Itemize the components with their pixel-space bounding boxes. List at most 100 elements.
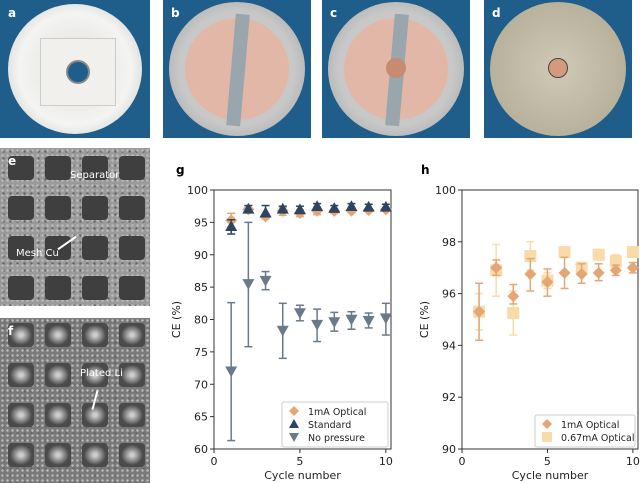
mesh-cell [119,196,145,220]
legend-marker [289,406,299,416]
legend-marker [289,433,299,442]
data-point [524,268,537,281]
data-point [242,202,255,214]
data-point [311,319,324,331]
data-point [225,220,238,232]
mesh-cell [82,196,108,220]
y-tick-label: 60 [194,443,208,456]
legend-box [281,401,389,448]
y-tick-label: 90 [442,443,456,456]
mesh-cell [119,403,145,427]
viewing-window [548,58,568,78]
legend-box [534,414,636,448]
data-point [592,248,605,261]
mesh-cell [82,236,108,260]
mesh-cell [82,443,108,467]
data-point [259,275,272,287]
panel-label-d: d [492,6,501,20]
data-point [362,315,375,327]
legend-marker [289,419,299,428]
mesh-cell [119,363,145,387]
y-tick-label: 90 [194,249,208,262]
x-tick-label: 0 [211,455,218,468]
data-point [311,200,324,211]
legend-label: Standard [308,420,351,431]
plot-frame [461,189,639,450]
label-plated-li: Plated Li [80,368,123,379]
mesh-cell [8,443,34,467]
legend-label: 0.67mA Optical [561,433,634,444]
mesh-cell [119,156,145,180]
y-tick-label: 100 [187,184,208,197]
data-point [345,314,358,326]
panel-label-a: a [8,6,17,20]
mesh-cell [8,403,34,427]
x-tick-label: 5 [544,455,551,468]
y-tick-label: 65 [194,411,208,424]
x-axis-label: Cycle number [512,469,589,482]
data-point [379,313,392,325]
chart-g: 60 65 70 75 80 85 90 95 100 0 5 10 Cycle number CE (%… [170,184,393,482]
mesh-cell [119,236,145,260]
mesh-cell [82,156,108,180]
mesh-cell [8,276,34,300]
data-point [609,255,622,268]
y-axis-label: CE (%) [418,301,431,338]
data-point [507,290,520,303]
panel-label-h: h [421,163,430,177]
data-point [558,266,571,279]
mesh-cell [45,363,71,387]
photo-b: b [163,0,311,138]
data-point [626,261,639,274]
panel-label-f: f [8,324,14,338]
data-point [558,246,571,259]
center-hole [66,60,90,84]
mesh-cell [119,323,145,347]
chart-h: 90 92 94 96 98 100 0 5 10 Cycle number CE (%) 1mA O… [418,184,640,482]
micrograph-e: e Separator Mesh Cu [0,148,150,306]
data-point [473,305,486,318]
legend-marker [542,419,552,429]
y-tick-label: 100 [435,184,456,197]
mesh-cell [82,403,108,427]
y-tick-label: 75 [194,346,208,359]
data-point [293,203,306,215]
mesh-cell [45,196,71,220]
data-point [626,246,639,259]
mesh-cell [8,323,34,347]
legend-label: 1mA Optical [561,420,619,431]
data-point [242,279,255,290]
mesh-cell [8,196,34,220]
mesh-cell [82,276,108,300]
legend-label: 1mA Optical [308,407,366,418]
y-tick-label: 85 [194,281,208,294]
mesh-cell [8,363,34,387]
data-point [609,264,622,277]
data-point [379,200,392,212]
data-point [507,307,520,320]
data-point [293,308,306,320]
label-mesh-cu: Mesh Cu [16,248,59,259]
y-tick-label: 80 [194,314,208,327]
mesh-cell [8,236,34,260]
y-tick-label: 94 [442,339,456,352]
y-tick-label: 92 [442,391,456,404]
data-point [345,200,358,211]
x-axis-label: Cycle number [264,469,341,482]
y-tick-label: 96 [442,288,456,301]
panel-label-g: g [176,163,185,177]
mesh-cell [45,276,71,300]
label-separator: Separator [70,170,120,181]
photo-a: a [0,0,150,138]
legend-marker [542,432,552,442]
x-tick-label: 5 [296,455,303,468]
data-point [592,266,605,279]
mesh-cell [119,276,145,300]
data-point [276,325,289,337]
photo-d: d [484,0,632,138]
data-point [259,206,272,218]
data-point [490,261,503,274]
data-point [362,200,375,212]
y-tick-label: 95 [194,216,208,229]
mesh-cell [45,443,71,467]
